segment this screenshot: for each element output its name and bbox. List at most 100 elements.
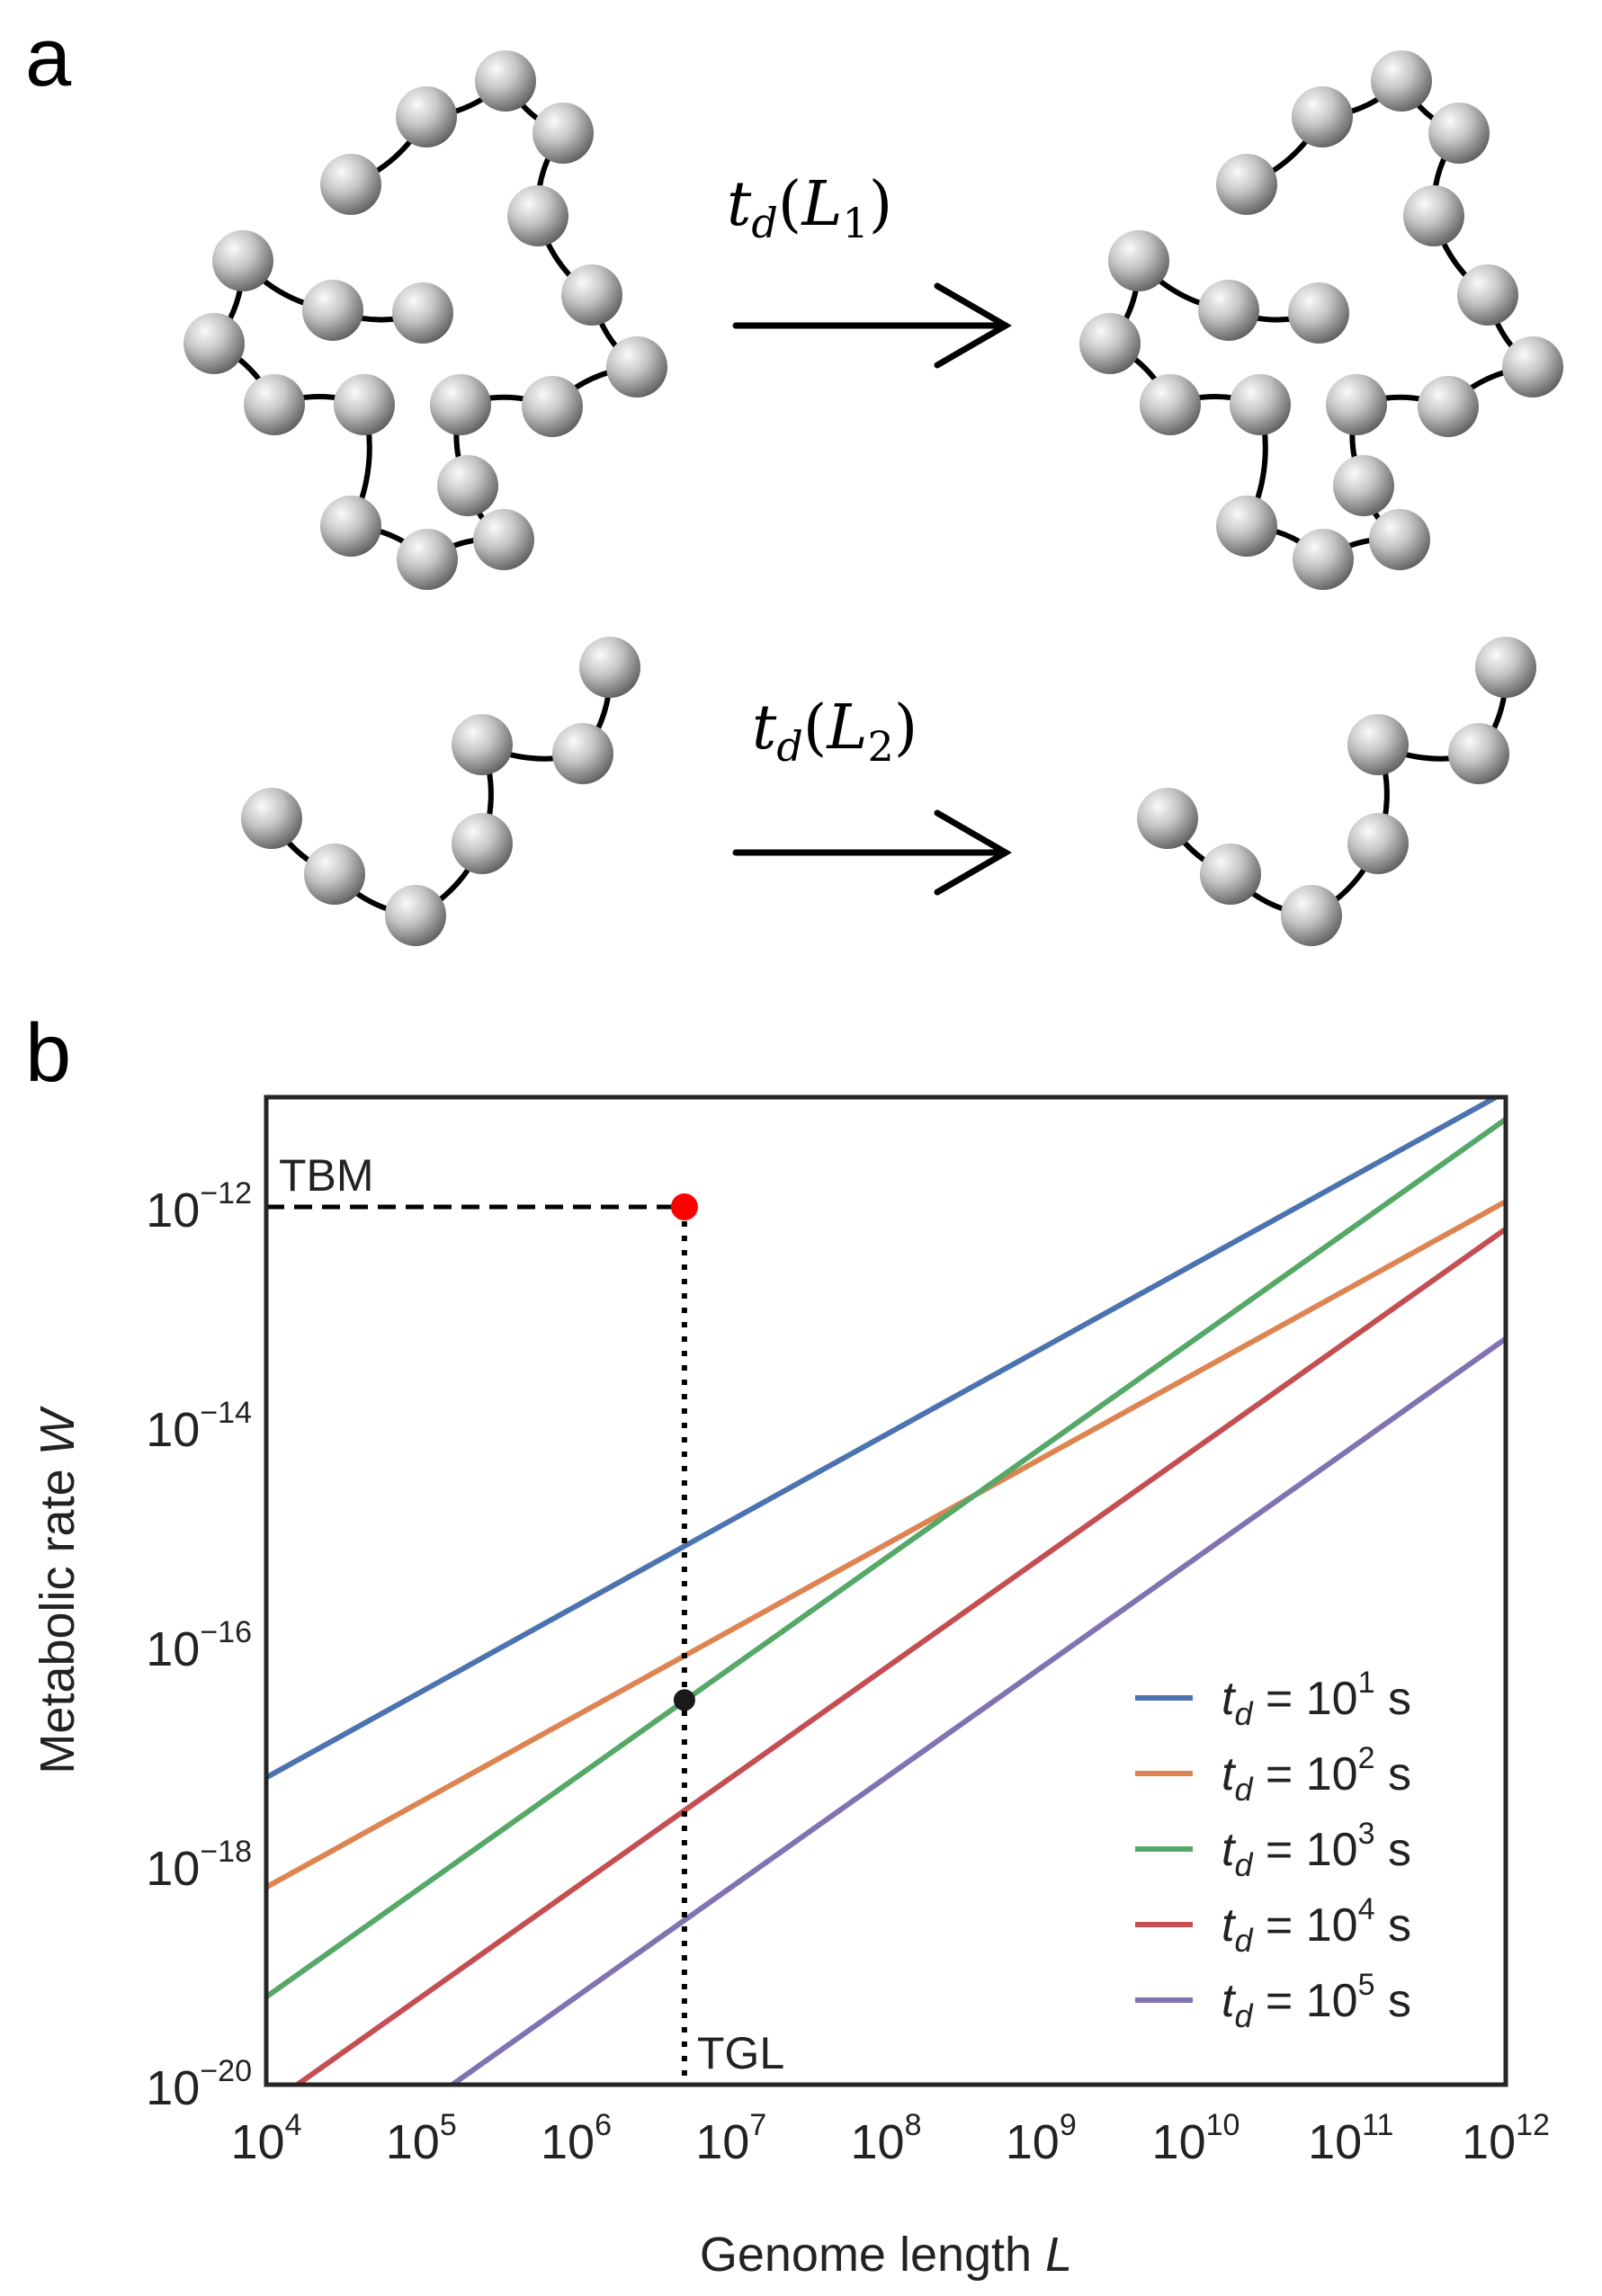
legend-label-3: td = 103 s: [1222, 1817, 1411, 1883]
y-tick-label: 10−16: [146, 1615, 252, 1676]
bead: [606, 336, 667, 398]
bead: [1457, 264, 1518, 326]
tbm-label: TBM: [279, 1150, 374, 1201]
x-tick-label: 108: [851, 2108, 922, 2169]
bead: [244, 374, 305, 435]
arrow-top-label: td(L1): [727, 169, 892, 247]
y-tick-label: 10−20: [146, 2054, 252, 2115]
series-line-5: [447, 1336, 1506, 2085]
legend-label-4: td = 104 s: [1222, 1892, 1411, 1959]
panel-b-chart: TBM TGL 104 105 106 107 108 109 1010 1011 1012 10…: [31, 1094, 1550, 2282]
annotation-group: TBM TGL: [266, 1150, 784, 2085]
bead: [1347, 714, 1409, 775]
series-line-3: [266, 1117, 1506, 1999]
bead: [1216, 496, 1277, 557]
x-tick-labels: 104 105 106 107 108 109 1010 1011 1012: [231, 2108, 1550, 2169]
x-tick-label: 109: [1006, 2108, 1077, 2169]
x-tick-label: 107: [695, 2108, 766, 2169]
bead: [1230, 374, 1291, 435]
bead: [1288, 282, 1349, 344]
bead: [1369, 509, 1430, 570]
bead: [475, 50, 536, 112]
legend-label-5: td = 105 s: [1222, 1968, 1411, 2034]
bead: [1079, 313, 1141, 374]
bead: [1137, 788, 1198, 849]
bead: [304, 844, 365, 905]
bead: [1292, 86, 1353, 147]
bead: [437, 455, 498, 516]
polymer-chain-short-after: [1137, 637, 1536, 946]
tbm-point: [670, 1193, 698, 1220]
arrow-bottom: [732, 809, 1012, 896]
y-tick-label: 10−12: [146, 1176, 252, 1237]
panel-a-illustration: td(L1) td(L2): [183, 50, 1563, 946]
bead: [522, 376, 583, 437]
x-tick-label: 106: [541, 2108, 612, 2169]
polymer-chain-long-after: [1079, 50, 1563, 590]
x-axis-label: Genome length L: [700, 2228, 1072, 2282]
series-line-1: [266, 1097, 1502, 1781]
panel-a-letter: a: [25, 12, 72, 103]
bead: [1448, 723, 1509, 784]
x-tick-label: 1011: [1308, 2108, 1393, 2169]
bead: [320, 496, 381, 557]
tgl-label: TGL: [697, 2028, 784, 2078]
bead: [212, 230, 273, 291]
series-line-4: [292, 1227, 1506, 2085]
bead: [1281, 885, 1342, 946]
polymer-chain-long-before: [183, 50, 667, 590]
tgl-point: [673, 1689, 695, 1711]
plot-frame: [264, 1094, 1508, 2087]
bead: [1216, 154, 1277, 215]
legend-label-1: td = 101 s: [1222, 1666, 1411, 1732]
y-tick-label: 10−18: [146, 1835, 252, 1896]
bead: [397, 529, 458, 590]
series-group: [266, 1097, 1506, 2085]
bead: [385, 885, 446, 946]
series-line-2: [266, 1199, 1506, 1890]
bead: [396, 86, 457, 147]
bead: [392, 282, 453, 344]
bead: [1403, 185, 1464, 246]
bead: [1371, 50, 1432, 112]
bead: [1333, 455, 1394, 516]
legend-label-2: td = 102 s: [1222, 1741, 1411, 1808]
bead: [183, 313, 245, 374]
bead: [1108, 230, 1169, 291]
bead: [1428, 103, 1490, 164]
x-tick-label: 1010: [1152, 2108, 1240, 2169]
bead: [1502, 336, 1563, 398]
x-tick-label: 105: [386, 2108, 457, 2169]
bead: [1326, 374, 1387, 435]
bead: [452, 714, 513, 775]
bead: [533, 103, 594, 164]
polymer-chain-short-before: [241, 637, 640, 946]
y-tick-label: 10−14: [146, 1396, 252, 1457]
bead: [473, 509, 534, 570]
bead: [241, 788, 302, 849]
y-tick-labels: 10−12 10−14 10−16 10−18 10−20: [146, 1176, 252, 2115]
x-tick-label: 1012: [1462, 2108, 1550, 2169]
legend: td = 101 s td = 102 s td = 103 s td = 104 s…: [1135, 1666, 1411, 2034]
bead: [334, 374, 395, 435]
bead: [452, 813, 513, 874]
bead: [1198, 280, 1259, 341]
bead: [1475, 637, 1536, 698]
bead: [561, 264, 622, 326]
bead: [507, 185, 568, 246]
bead: [430, 374, 491, 435]
arrow-top: [732, 282, 1012, 369]
bead: [1347, 813, 1409, 874]
bead: [552, 723, 613, 784]
y-axis-label: Metabolic rate W: [31, 1405, 85, 1773]
x-tick-label: 104: [231, 2108, 302, 2169]
panel-b-letter: b: [25, 1007, 72, 1099]
bead: [302, 280, 363, 341]
bead: [320, 154, 381, 215]
bead: [1293, 529, 1354, 590]
arrow-bottom-label: td(L2): [752, 692, 917, 771]
bead: [1200, 844, 1261, 905]
bead: [579, 637, 640, 698]
bead: [1418, 376, 1479, 437]
bead: [1140, 374, 1201, 435]
